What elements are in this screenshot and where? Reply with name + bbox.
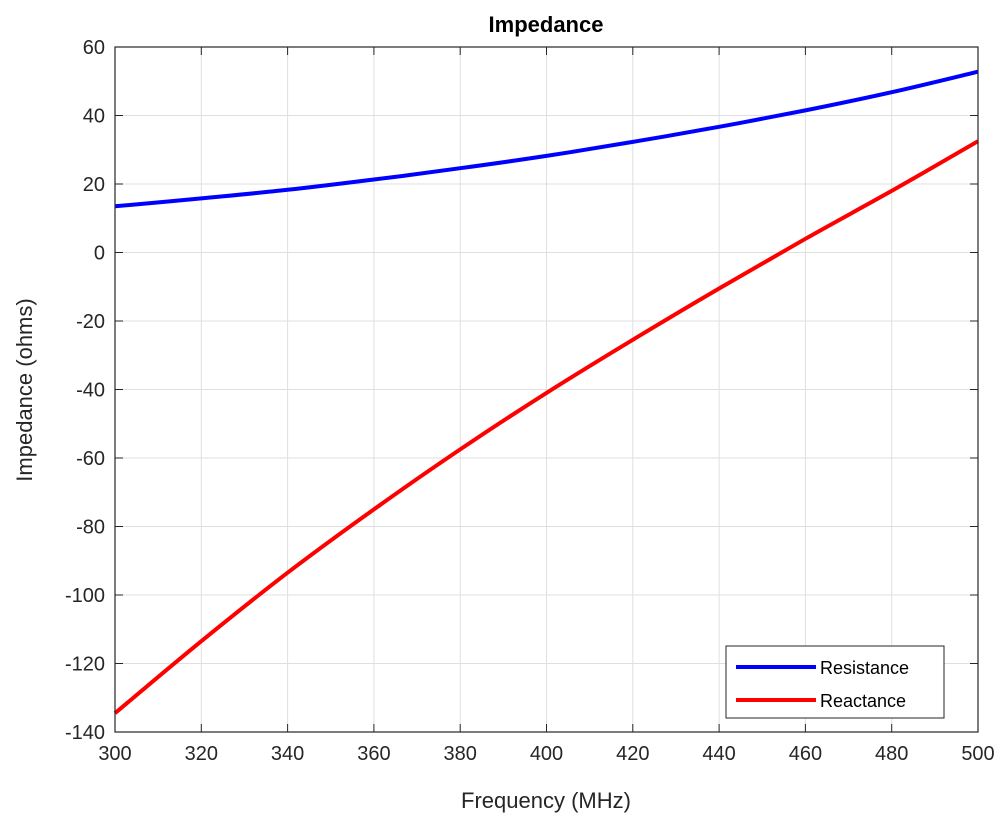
x-tick-label: 460 <box>789 743 822 765</box>
legend-box <box>725 645 945 719</box>
x-tick-label: 440 <box>702 743 735 765</box>
chart-title: Impedance <box>489 12 604 37</box>
x-tick-label: 500 <box>961 743 994 765</box>
series-line-reactance <box>113 139 979 715</box>
x-tick-label: 480 <box>875 743 908 765</box>
x-tick-label: 360 <box>357 743 390 765</box>
x-tick-label: 320 <box>185 743 218 765</box>
x-tick-label: 400 <box>530 743 563 765</box>
y-tick-label: -40 <box>76 380 105 402</box>
x-axis-label: Frequency (MHz) <box>461 788 631 813</box>
y-tick-label: 40 <box>83 106 105 128</box>
axis-ticks: 300 320 340 360 380 400 420 440 460 480 500 60 40 20 0… <box>65 37 995 765</box>
series-line-resistance <box>114 69 979 209</box>
y-tick-label: 0 <box>94 243 105 265</box>
x-tick-label: 420 <box>616 743 649 765</box>
y-tick-label: -140 <box>65 722 105 744</box>
y-tick-label: -80 <box>76 517 105 539</box>
y-tick-label: 60 <box>83 37 105 59</box>
y-tick-label: -60 <box>76 448 105 470</box>
y-tick-label: -100 <box>65 585 105 607</box>
y-axis-label: Impedance (ohms) <box>12 298 37 481</box>
y-tick-label: -20 <box>76 311 105 333</box>
y-tick-label: -120 <box>65 654 105 676</box>
series-lines <box>113 69 979 715</box>
legend-label-resistance: Resistance <box>820 658 909 678</box>
x-tick-label: 300 <box>98 743 131 765</box>
chart-legend: Resistance Reactance <box>725 645 945 719</box>
x-tick-label: 380 <box>444 743 477 765</box>
x-tick-label: 340 <box>271 743 304 765</box>
y-tick-label: 20 <box>83 174 105 196</box>
legend-label-reactance: Reactance <box>820 691 906 711</box>
